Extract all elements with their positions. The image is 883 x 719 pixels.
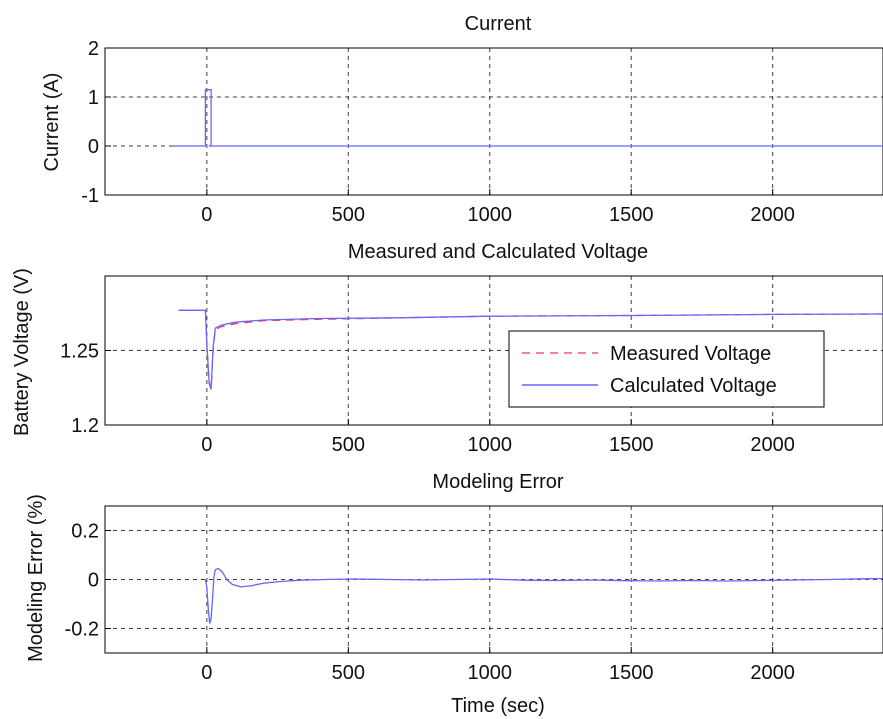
error-chart-grid <box>105 506 883 653</box>
current-chart-plot-area <box>104 47 883 196</box>
error-xtick-label: 0 <box>201 662 212 684</box>
current-ytick-label: 2 <box>88 38 99 60</box>
current-xtick-label: 0 <box>201 204 212 226</box>
voltage-chart-panel: Measured and Calculated Voltage Battery … <box>11 241 883 456</box>
error-ytick-label: 0.2 <box>71 521 99 543</box>
voltage-chart-ticks: 0 500 1000 1500 2000 1.2 1.25 <box>60 341 795 457</box>
current-chart-series <box>172 89 883 147</box>
current-xtick-label: 2000 <box>750 204 795 226</box>
current-xtick-label: 1000 <box>468 204 513 226</box>
current-chart-ticks: 0 500 1000 1500 2000 -1 0 1 2 <box>81 38 795 226</box>
error-chart-ticks: 0 500 1000 1500 2000 -0.2 0 0.2 <box>65 521 795 685</box>
error-xtick-label: 2000 <box>750 662 795 684</box>
legend-calculated-label: Calculated Voltage <box>610 375 777 397</box>
error-chart-ylabel: Modeling Error (%) <box>25 494 47 662</box>
voltage-chart-legend: Measured Voltage Calculated Voltage <box>508 330 825 408</box>
voltage-xtick-label: 2000 <box>750 434 795 456</box>
current-chart-panel: Current Current (A) 0 500 1000 1500 2000 -1 0 1… <box>41 13 883 226</box>
voltage-xtick-label: 1500 <box>609 434 654 456</box>
legend-box <box>508 330 825 408</box>
voltage-xtick-label: 0 <box>201 434 212 456</box>
current-xtick-label: 500 <box>332 204 365 226</box>
current-xtick-label: 1500 <box>609 204 654 226</box>
voltage-chart-title: Measured and Calculated Voltage <box>348 241 648 263</box>
error-chart-series <box>204 567 883 624</box>
error-series-line-0 <box>204 567 883 624</box>
voltage-chart-series <box>178 309 883 390</box>
error-xtick-label: 500 <box>332 662 365 684</box>
current-series-line-0 <box>172 89 883 147</box>
voltage-series-line-1 <box>178 309 883 390</box>
error-ytick-label: 0 <box>88 570 99 592</box>
error-chart-title: Modeling Error <box>432 471 564 493</box>
current-chart-ylabel: Current (A) <box>41 73 63 172</box>
voltage-xtick-label: 1000 <box>468 434 513 456</box>
voltage-xtick-label: 500 <box>332 434 365 456</box>
voltage-chart-ylabel: Battery Voltage (V) <box>11 268 33 436</box>
error-chart-panel: Modeling Error Modeling Error (%) 0 500 10… <box>25 471 883 717</box>
voltage-ytick-label: 1.25 <box>60 341 99 363</box>
error-xtick-label: 1500 <box>609 662 654 684</box>
current-ytick-label: 0 <box>88 136 99 158</box>
error-ytick-label: -0.2 <box>65 619 99 641</box>
legend-measured-label: Measured Voltage <box>610 343 771 365</box>
error-chart-xlabel: Time (sec) <box>451 695 545 717</box>
voltage-ytick-label: 1.2 <box>71 415 99 437</box>
current-ytick-label: 1 <box>88 87 99 109</box>
current-chart-title: Current <box>465 13 532 35</box>
current-ytick-label: -1 <box>81 185 99 207</box>
error-xtick-label: 1000 <box>468 662 513 684</box>
